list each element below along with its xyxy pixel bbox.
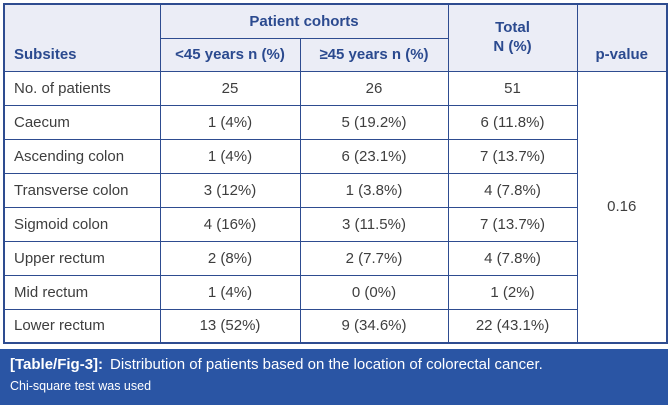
cell-under45: 1 (4%) [159,274,301,310]
header-total: Total N (%) [447,3,578,72]
caption-label: [Table/Fig-3]: [10,356,104,373]
header-total-line2: N (%) [493,37,532,55]
cell-total: 22 (43.1%) [447,308,578,344]
table-row: Upper rectum 2 (8%) 2 (7.7%) 4 (7.8%) [3,240,667,276]
cell-under45: 4 (16%) [159,206,301,242]
cell-under45: 25 [159,70,301,106]
header-patient-cohorts: Patient cohorts [159,3,449,39]
caption-note: Chi-square test was used [10,378,152,393]
cell-under45: 1 (4%) [159,104,301,140]
cell-subsite: Lower rectum [3,308,161,344]
caption-text: Distribution of patients based on the lo… [110,356,543,373]
cell-total: 6 (11.8%) [447,104,578,140]
cell-over45: 1 (3.8%) [299,172,449,208]
table-row: No. of patients 25 26 51 0.16 [3,70,668,344]
table-row: Lower rectum 13 (52%) 9 (34.6%) 22 (43.1… [3,308,667,344]
cell-over45: 0 (0%) [299,274,449,310]
cell-over45: 3 (11.5%) [299,206,449,242]
table-header: Subsites Patient cohorts Total N (%) p-v… [3,3,668,72]
header-total-line1: Total [495,19,530,36]
header-over-45: ≥45 years n (%) [299,37,449,72]
table-row: Sigmoid colon 4 (16%) 3 (11.5%) 7 (13.7%… [3,206,667,242]
patients-location-table-wrap: Subsites Patient cohorts Total N (%) p-v… [3,3,668,344]
header-p-value: p-value [576,3,668,72]
header-subsites: Subsites [3,3,161,72]
cell-total: 7 (13.7%) [447,138,578,174]
cell-subsite: Sigmoid colon [3,206,161,242]
cell-total: 1 (2%) [447,274,578,310]
cell-subsite: Mid rectum [3,274,161,310]
table-row: Transverse colon 3 (12%) 1 (3.8%) 4 (7.8… [3,172,667,208]
cell-over45: 5 (19.2%) [299,104,449,140]
patients-location-table: Subsites Patient cohorts Total N (%) p-v… [3,3,668,344]
cell-subsite: Ascending colon [3,138,161,174]
table-row: Caecum 1 (4%) 5 (19.2%) 6 (11.8%) [3,104,667,140]
header-under-45: <45 years n (%) [159,37,301,72]
cell-under45: 2 (8%) [159,240,301,276]
cell-p-value: 0.16 [576,70,668,344]
cell-over45: 6 (23.1%) [299,138,449,174]
header-row-2: <45 years n (%) ≥45 years n (%) [4,37,667,72]
cell-total: 51 [447,70,578,106]
cell-under45: 3 (12%) [159,172,301,208]
cell-over45: 9 (34.6%) [299,308,449,344]
figure-caption-bar: [Table/Fig-3]: Distribution of patients b… [0,349,668,405]
cell-total: 4 (7.8%) [447,240,578,276]
cell-over45: 2 (7.7%) [299,240,449,276]
cell-subsite: Transverse colon [3,172,161,208]
cell-total: 7 (13.7%) [447,206,578,242]
table-row: Mid rectum 1 (4%) 0 (0%) 1 (2%) [3,274,667,310]
cell-over45: 26 [299,70,449,106]
cell-subsite: Upper rectum [3,240,161,276]
table-body: No. of patients 25 26 51 0.16 Caecum 1 (… [3,70,668,344]
cell-subsite: No. of patients [3,70,161,106]
cell-subsite: Caecum [3,104,161,140]
table-row: Ascending colon 1 (4%) 6 (23.1%) 7 (13.7… [3,138,667,174]
caption-line: [Table/Fig-3]: Distribution of patients b… [10,356,658,375]
cell-total: 4 (7.8%) [447,172,578,208]
cell-under45: 1 (4%) [159,138,301,174]
header-row-1: Subsites Patient cohorts Total N (%) p-v… [3,3,668,72]
cell-under45: 13 (52%) [159,308,301,344]
